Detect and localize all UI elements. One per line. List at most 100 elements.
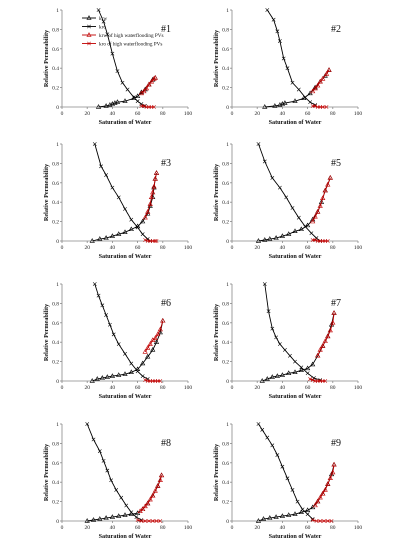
data-point-triangle xyxy=(325,181,331,187)
data-point-x xyxy=(300,507,305,512)
y-axis-label: Relative Permeability xyxy=(43,163,50,221)
series-line-0 xyxy=(258,464,335,522)
data-point-x xyxy=(158,519,163,523)
data-point-x xyxy=(154,239,159,243)
y-tick-label: 0.2 xyxy=(52,220,59,226)
data-point-triangle xyxy=(160,317,166,323)
data-point-triangle xyxy=(320,490,326,496)
data-point-triangle xyxy=(312,502,318,508)
data-point-x xyxy=(290,80,295,85)
x-tick-label: 0 xyxy=(231,111,234,117)
y-tick-label: 1 xyxy=(56,422,59,428)
data-point-x xyxy=(101,458,106,463)
data-point-x xyxy=(92,142,97,146)
data-point-x xyxy=(110,51,115,56)
data-point-x xyxy=(311,376,316,381)
data-point-triangle xyxy=(310,88,316,94)
x-tick-label: 60 xyxy=(305,245,311,251)
x-tick-label: 40 xyxy=(280,385,286,391)
panel-title: #1 xyxy=(161,24,171,35)
data-point-triangle xyxy=(325,333,331,339)
data-point-x xyxy=(129,217,134,222)
y-axis-label: Relative Permeability xyxy=(213,303,220,361)
data-point-triangle xyxy=(152,74,158,80)
data-point-x xyxy=(147,519,151,523)
data-point-triangle xyxy=(128,369,134,374)
data-point-x xyxy=(285,476,290,481)
data-point-x xyxy=(296,215,301,220)
data-point-triangle xyxy=(99,375,105,380)
data-point-x xyxy=(322,519,326,523)
y-tick-label: 0.4 xyxy=(52,200,59,206)
data-point-x xyxy=(96,293,101,298)
panel-title: #9 xyxy=(331,438,341,449)
data-point-triangle xyxy=(282,100,288,105)
data-point-triangle xyxy=(255,518,262,523)
data-point-x xyxy=(295,499,300,504)
data-point-triangle xyxy=(322,487,328,492)
data-point-triangle xyxy=(304,507,311,513)
x-tick-label: 60 xyxy=(135,245,141,251)
data-point-triangle xyxy=(315,208,321,214)
data-point-triangle xyxy=(153,339,160,344)
x-tick-label: 20 xyxy=(254,385,260,391)
y-axis-label: Relative Permeability xyxy=(213,163,220,221)
y-tick-label: 0.6 xyxy=(52,181,59,187)
y-tick-label: 1 xyxy=(56,8,59,14)
data-point-x xyxy=(271,17,276,22)
data-point-x xyxy=(270,443,275,448)
x-tick-label: 20 xyxy=(84,385,90,391)
data-point-triangle xyxy=(109,514,116,519)
y-tick-label: 0.8 xyxy=(222,161,229,167)
data-point-triangle xyxy=(262,237,268,242)
data-point-triangle xyxy=(142,503,148,509)
data-point-triangle xyxy=(147,201,153,206)
data-point-triangle xyxy=(327,327,333,333)
data-point-x xyxy=(314,519,319,523)
y-tick-label: 0.8 xyxy=(52,161,59,167)
x-axis-label: Saturation of Water xyxy=(99,119,152,126)
data-point-triangle xyxy=(116,372,122,377)
data-point-x xyxy=(96,8,101,12)
y-tick-label: 0.2 xyxy=(222,86,229,92)
data-point-x xyxy=(129,510,134,515)
data-point-triangle xyxy=(147,496,153,502)
data-point-triangle xyxy=(146,81,152,87)
data-point-triangle xyxy=(267,515,273,520)
data-point-triangle xyxy=(140,506,146,512)
data-point-x xyxy=(141,104,146,108)
data-point-x xyxy=(104,173,109,177)
chart-panel-no6: 0 0.2 0.4 0.6 0.8 1 0 20 40 60 80 100 Saturation of … xyxy=(43,282,192,400)
data-point-triangle xyxy=(151,184,157,190)
data-point-triangle xyxy=(122,229,128,234)
data-point-triangle xyxy=(145,345,151,350)
data-point-triangle xyxy=(134,93,141,99)
x-axis-label: Saturation of Water xyxy=(269,119,322,126)
x-axis-label: Saturation of Water xyxy=(99,533,152,540)
data-point-x xyxy=(329,519,334,523)
data-point-triangle xyxy=(330,319,336,325)
data-point-x xyxy=(303,95,307,100)
data-point-triangle xyxy=(97,516,103,521)
data-point-triangle xyxy=(109,373,116,378)
y-tick-label: 0.6 xyxy=(52,461,59,467)
data-point-x xyxy=(135,369,140,374)
data-point-x xyxy=(260,427,265,432)
data-point-triangle xyxy=(122,98,128,103)
data-point-triangle xyxy=(322,187,328,193)
x-tick-label: 20 xyxy=(84,525,90,531)
x-tick-label: 40 xyxy=(280,111,286,117)
data-point-triangle xyxy=(104,374,110,379)
y-tick-label: 0.8 xyxy=(222,441,229,447)
x-tick-label: 60 xyxy=(135,525,141,531)
data-point-triangle xyxy=(103,235,109,240)
y-tick-label: 1 xyxy=(56,282,59,288)
data-point-x xyxy=(140,232,145,237)
data-point-x xyxy=(281,56,286,61)
y-tick-label: 0.2 xyxy=(222,220,229,226)
data-point-triangle xyxy=(273,514,279,519)
x-axis-label: Saturation of Water xyxy=(99,393,152,400)
chart-panel-no9: 0 0.2 0.4 0.6 0.8 1 0 20 40 60 80 100 Saturation of … xyxy=(213,422,362,540)
data-point-triangle xyxy=(155,483,161,488)
